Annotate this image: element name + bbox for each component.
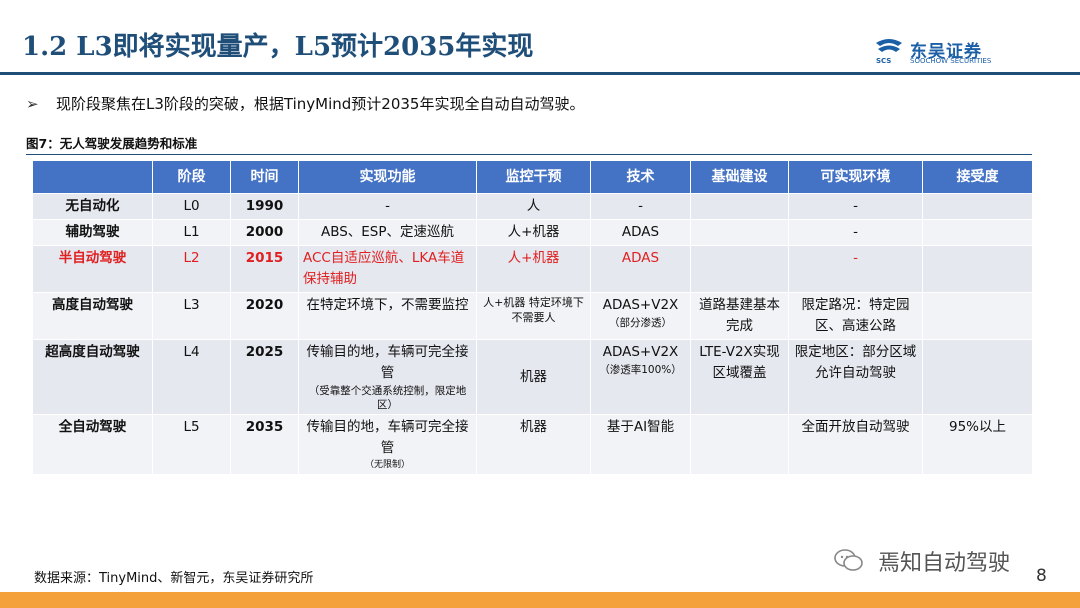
- row-year: 2000: [230, 219, 299, 246]
- header-cell: 可实现环境: [788, 160, 923, 194]
- header-cell: 阶段: [152, 160, 231, 194]
- row-monitor: 人+机器: [476, 219, 591, 246]
- row-year: 2020: [230, 292, 299, 340]
- row-accept: 95%以上: [922, 414, 1033, 475]
- row-accept: [922, 292, 1033, 340]
- row-monitor: 机器: [476, 414, 591, 475]
- bullet-arrow-icon: ➢: [26, 95, 39, 113]
- row-env: 限定路况：特定园区、高速公路: [788, 292, 923, 340]
- row-env: 限定地区：部分区域允许自动驾驶: [788, 339, 923, 415]
- header-cell: 接受度: [922, 160, 1033, 194]
- bullet-text: 现阶段聚焦在L3阶段的突破，根据TinyMind预计2035年实现全自动自动驾驶…: [56, 95, 585, 113]
- row-monitor: 人+机器 特定环境下 不需要人: [476, 292, 591, 340]
- row-env: -: [788, 219, 923, 246]
- page-title: 1.2 L3即将实现量产，L5预计2035年实现: [22, 32, 534, 62]
- row-name: 全自动驾驶: [32, 414, 153, 475]
- row-function: ABS、ESP、定速巡航: [298, 219, 477, 246]
- table-row: 无自动化 L0 1990 - 人 - -: [32, 193, 1033, 220]
- table-row: 超高度自动驾驶 L4 2025 传输目的地，车辆可完全接管 （受靠整个交通系统控…: [32, 339, 1033, 415]
- row-tech-main: ADAS+V2X: [602, 344, 679, 360]
- row-name: 无自动化: [32, 193, 153, 220]
- row-year: 2015: [230, 245, 299, 293]
- row-env: 全面开放自动驾驶: [788, 414, 923, 475]
- row-stage: L3: [152, 292, 231, 340]
- figure-caption-rule: [26, 154, 1032, 155]
- row-infra: [690, 219, 789, 246]
- header-cell: [32, 160, 153, 194]
- table-row: 辅助驾驶 L1 2000 ABS、ESP、定速巡航 人+机器 ADAS -: [32, 219, 1033, 246]
- row-stage: L0: [152, 193, 231, 220]
- row-function-note: （无限制）: [364, 460, 410, 470]
- title-divider: [0, 72, 1080, 75]
- header-cell: 技术: [590, 160, 691, 194]
- summary-bullet: ➢ 现阶段聚焦在L3阶段的突破，根据TinyMind预计2035年实现全自动自动驾…: [26, 93, 584, 114]
- row-name: 高度自动驾驶: [32, 292, 153, 340]
- logo-abbr: SCS: [876, 57, 892, 65]
- row-stage: L1: [152, 219, 231, 246]
- logo-english: SOOCHOW SECURITIES: [910, 57, 992, 65]
- wechat-watermark: 焉知自动驾驶: [822, 544, 1048, 576]
- row-tech: ADAS+V2X （渗透率100%）: [590, 339, 691, 415]
- logo-name: 东吴证券: [910, 42, 982, 62]
- row-name: 半自动驾驶: [32, 245, 153, 293]
- data-source-note: 数据来源：TinyMind、新智元，东吴证券研究所: [34, 571, 314, 586]
- row-tech-main: ADAS+V2X: [602, 297, 679, 313]
- row-year: 2025: [230, 339, 299, 415]
- row-accept: [922, 245, 1033, 293]
- table-header-row: 阶段 时间 实现功能 监控干预 技术 基础建设 可实现环境 接受度: [32, 160, 1033, 194]
- row-function: -: [298, 193, 477, 220]
- row-tech: 基于AI智能: [590, 414, 691, 475]
- row-tech: ADAS: [590, 245, 691, 293]
- footer-bar: [0, 592, 1080, 608]
- row-function: 传输目的地，车辆可完全接管 （无限制）: [298, 414, 477, 475]
- row-accept: [922, 339, 1033, 415]
- row-function-note: （受靠整个交通系统控制，限定地区）: [308, 385, 467, 411]
- row-name: 超高度自动驾驶: [32, 339, 153, 415]
- row-year: 1990: [230, 193, 299, 220]
- row-infra: [690, 245, 789, 293]
- header-cell: 基础建设: [690, 160, 789, 194]
- row-monitor: 人+机器: [476, 245, 591, 293]
- row-stage: L2: [152, 245, 231, 293]
- row-function-main: 传输目的地，车辆可完全接管: [306, 419, 469, 456]
- row-infra: [690, 414, 789, 475]
- row-infra: [690, 193, 789, 220]
- table-row: 全自动驾驶 L5 2035 传输目的地，车辆可完全接管 （无限制） 机器 基于A…: [32, 414, 1033, 475]
- autonomy-levels-table: 阶段 时间 实现功能 监控干预 技术 基础建设 可实现环境 接受度 无自动化 L…: [32, 160, 1033, 475]
- header-cell: 监控干预: [476, 160, 591, 194]
- row-tech: ADAS: [590, 219, 691, 246]
- row-monitor: 人: [476, 193, 591, 220]
- row-accept: [922, 193, 1033, 220]
- wechat-icon: [834, 549, 863, 571]
- row-accept: [922, 219, 1033, 246]
- table-row-highlight: 半自动驾驶 L2 2015 ACC自适应巡航、LKA车道保持辅助 人+机器 AD…: [32, 245, 1033, 293]
- row-env: -: [788, 245, 923, 293]
- watermark-text: 焉知自动驾驶: [878, 551, 1011, 576]
- figure-caption: 图7：无人驾驶发展趋势和标准: [26, 136, 198, 151]
- row-stage: L4: [152, 339, 231, 415]
- table-row: 高度自动驾驶 L3 2020 在特定环境下，不需要监控 人+机器 特定环境下 不…: [32, 292, 1033, 340]
- row-env: -: [788, 193, 923, 220]
- row-year: 2035: [230, 414, 299, 475]
- logo-mark-icon: [876, 39, 902, 52]
- header-cell: 时间: [230, 160, 299, 194]
- page-number: 8: [1036, 566, 1047, 586]
- row-name: 辅助驾驶: [32, 219, 153, 246]
- row-function: 传输目的地，车辆可完全接管 （受靠整个交通系统控制，限定地区）: [298, 339, 477, 415]
- row-monitor: 机器: [476, 339, 591, 415]
- row-tech: ADAS+V2X （部分渗透）: [590, 292, 691, 340]
- row-function: ACC自适应巡航、LKA车道保持辅助: [298, 245, 477, 293]
- row-stage: L5: [152, 414, 231, 475]
- company-logo: 东吴证券 SCS SOOCHOW SECURITIES: [874, 37, 1034, 65]
- row-tech: -: [590, 193, 691, 220]
- row-tech-note: （渗透率100%）: [599, 364, 682, 376]
- header-cell: 实现功能: [298, 160, 477, 194]
- row-function: 在特定环境下，不需要监控: [298, 292, 477, 340]
- row-infra: 道路基建基本完成: [690, 292, 789, 340]
- row-infra: LTE-V2X实现区域覆盖: [690, 339, 789, 415]
- row-tech-note: （部分渗透）: [609, 317, 672, 329]
- row-function-main: 传输目的地，车辆可完全接管: [306, 344, 469, 381]
